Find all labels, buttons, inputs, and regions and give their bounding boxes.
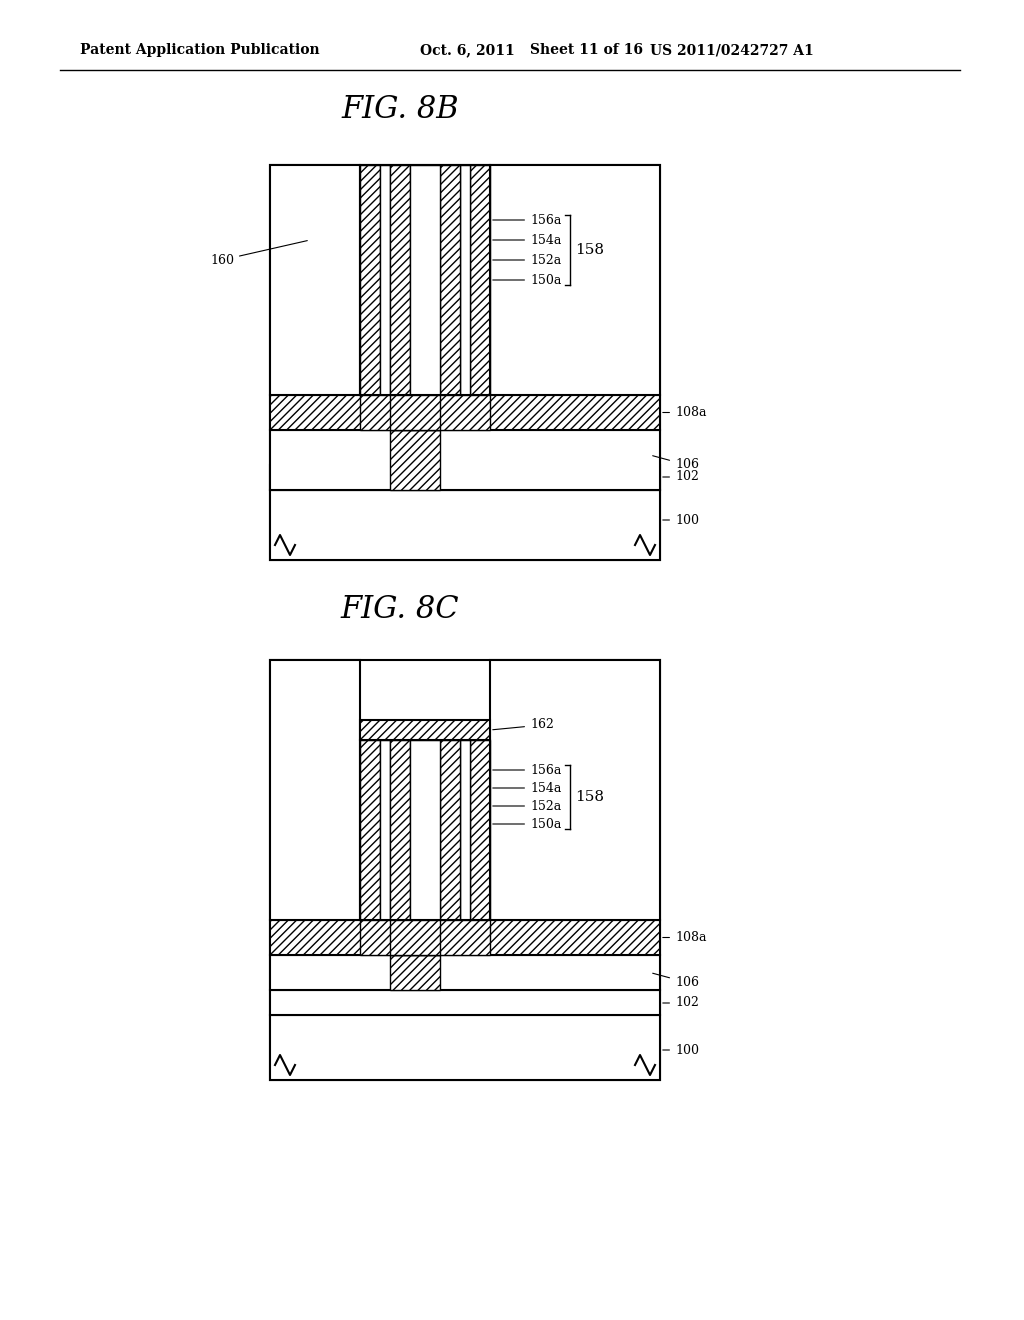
Bar — [460, 165, 470, 395]
Bar — [410, 165, 440, 395]
Text: 108a: 108a — [663, 931, 707, 944]
Bar — [390, 741, 410, 920]
Bar — [390, 165, 410, 395]
Bar — [270, 660, 360, 920]
Bar — [270, 395, 660, 430]
Bar — [270, 465, 660, 490]
Bar — [440, 741, 460, 920]
Bar — [360, 741, 380, 920]
Text: 154a: 154a — [493, 781, 561, 795]
Text: 150a: 150a — [493, 817, 561, 830]
Bar — [490, 660, 660, 920]
Text: FIG. 8B: FIG. 8B — [341, 95, 459, 125]
Bar — [440, 165, 460, 395]
Bar — [390, 954, 440, 990]
Text: 152a: 152a — [493, 253, 561, 267]
Bar — [360, 165, 380, 395]
Bar — [360, 395, 490, 430]
Text: 150a: 150a — [493, 273, 561, 286]
Bar — [470, 741, 490, 920]
Bar — [460, 741, 470, 920]
Bar — [360, 719, 490, 741]
Bar — [380, 165, 390, 395]
Bar — [270, 954, 660, 990]
Text: 106: 106 — [652, 973, 699, 989]
Text: 100: 100 — [663, 1044, 699, 1056]
Text: 102: 102 — [663, 470, 698, 483]
Text: 156a: 156a — [493, 763, 561, 776]
Text: 158: 158 — [575, 789, 604, 804]
Bar — [410, 741, 440, 920]
Text: 102: 102 — [663, 997, 698, 1010]
Text: 100: 100 — [663, 513, 699, 527]
Text: Patent Application Publication: Patent Application Publication — [80, 44, 319, 57]
Text: 160: 160 — [210, 240, 307, 267]
Text: Sheet 11 of 16: Sheet 11 of 16 — [530, 44, 643, 57]
Bar — [270, 990, 660, 1015]
Bar — [490, 165, 660, 395]
Bar — [390, 395, 440, 430]
Bar — [270, 165, 660, 560]
Text: 152a: 152a — [493, 800, 561, 813]
Text: Oct. 6, 2011: Oct. 6, 2011 — [420, 44, 515, 57]
Text: US 2011/0242727 A1: US 2011/0242727 A1 — [650, 44, 814, 57]
Bar — [360, 165, 490, 395]
Text: 162: 162 — [493, 718, 554, 731]
Bar — [390, 430, 440, 490]
Bar — [270, 920, 660, 954]
Bar — [470, 165, 490, 395]
Bar — [270, 165, 360, 395]
Bar — [270, 490, 660, 560]
Text: 106: 106 — [652, 455, 699, 471]
Text: 158: 158 — [575, 243, 604, 257]
Bar — [360, 920, 490, 954]
Bar — [390, 920, 440, 954]
Text: 154a: 154a — [493, 234, 561, 247]
Bar — [380, 741, 390, 920]
Bar — [270, 660, 660, 1080]
Bar — [360, 741, 490, 920]
Text: 156a: 156a — [493, 214, 561, 227]
Text: 108a: 108a — [663, 407, 707, 418]
Text: FIG. 8C: FIG. 8C — [341, 594, 460, 626]
Bar — [270, 430, 660, 490]
Bar — [270, 1015, 660, 1080]
